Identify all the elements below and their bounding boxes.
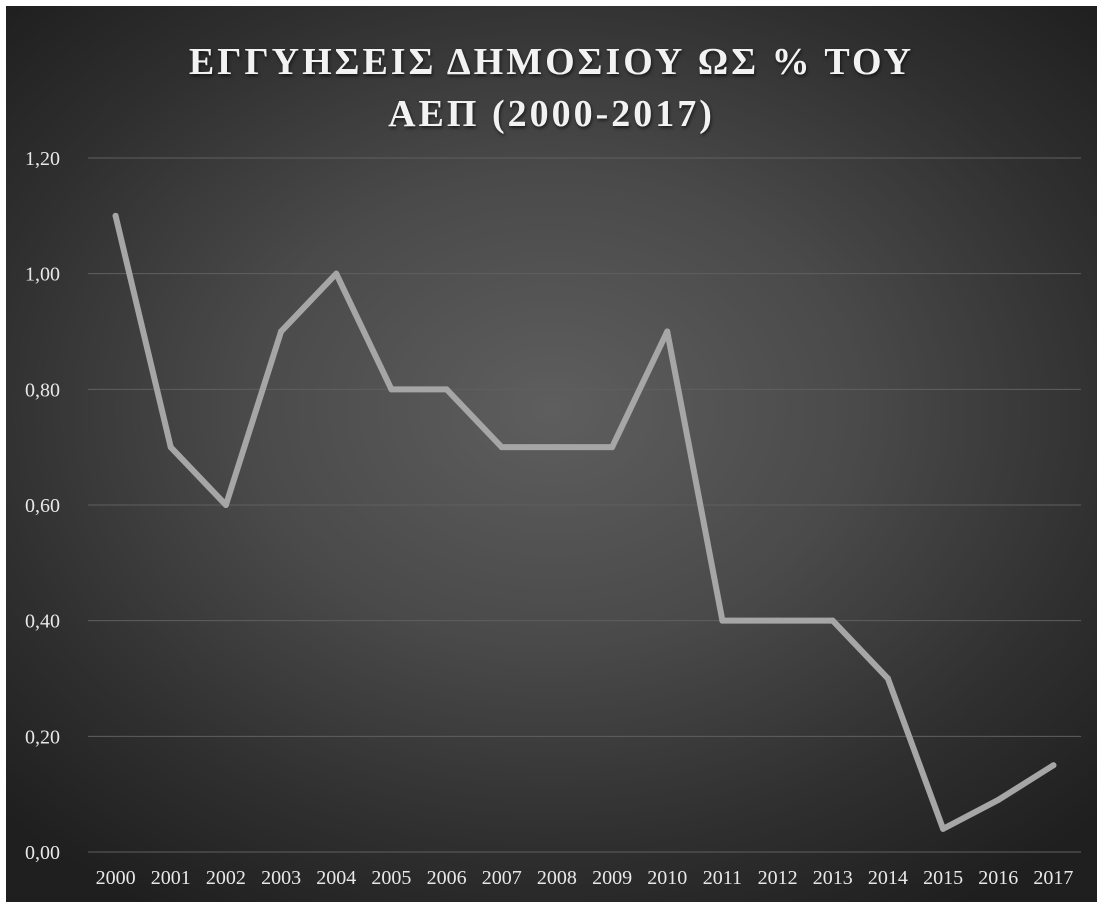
x-tick-label: 2017: [1033, 867, 1073, 889]
data-point: [995, 796, 1002, 803]
data-point: [498, 444, 505, 451]
data-point: [774, 617, 781, 624]
data-point: [388, 386, 395, 393]
chart-title-line-1: ΕΓΓΥΗΣΕΙΣ ΔΗΜΟΣΙΟΥ ΩΣ % ΤΟΥ: [188, 41, 915, 83]
x-tick-label: 2014: [868, 867, 908, 889]
y-tick-label: 0,00: [25, 842, 60, 864]
data-point: [940, 825, 947, 832]
x-tick-label: 2016: [978, 867, 1018, 889]
x-tick-label: 2010: [647, 867, 687, 889]
y-tick-label: 0,60: [25, 495, 60, 517]
x-tick-label: 2004: [316, 867, 356, 889]
data-point: [609, 444, 616, 451]
y-tick-label: 1,20: [25, 148, 60, 170]
chart-title-line-2: ΑΕΠ (2000-2017): [388, 93, 715, 135]
data-point: [278, 328, 285, 335]
data-point: [443, 386, 450, 393]
data-point: [222, 502, 229, 508]
x-tick-label: 2012: [758, 867, 798, 889]
x-tick-label: 2008: [537, 867, 577, 889]
chart-title: ΕΓΓΥΗΣΕΙΣ ΔΗΜΟΣΙΟΥ ΩΣ % ΤΟΥ ΑΕΠ (2000-20…: [6, 36, 1097, 140]
data-point: [664, 328, 671, 335]
data-point: [333, 270, 340, 277]
data-point: [1050, 762, 1057, 769]
data-point: [829, 617, 836, 624]
data-point: [884, 675, 891, 682]
data-point: [112, 212, 119, 219]
line-chart: 0,00 0,20 0,40 0,60 0,80 1,00 1,20 2000 2001 2002…: [25, 148, 1081, 889]
y-tick-label: 0,20: [25, 726, 60, 748]
x-tick-label: 2005: [371, 867, 411, 889]
y-tick-label: 0,40: [25, 611, 60, 633]
data-point: [553, 444, 560, 451]
chart-area: ΕΓΓΥΗΣΕΙΣ ΔΗΜΟΣΙΟΥ ΩΣ % ΤΟΥ ΑΕΠ (2000-20…: [6, 6, 1097, 902]
x-tick-label: 2006: [427, 867, 467, 889]
x-tick-label: 2001: [151, 867, 191, 889]
x-tick-label: 2015: [923, 867, 963, 889]
y-tick-label: 1,00: [25, 264, 60, 286]
data-point: [719, 617, 726, 624]
x-tick-label: 2002: [206, 867, 246, 889]
data-point: [167, 444, 174, 451]
x-tick-label: 2009: [592, 867, 632, 889]
series-line: [112, 212, 1057, 832]
x-tick-label: 2007: [482, 867, 522, 889]
x-tick-label: 2000: [96, 867, 136, 889]
x-tick-label: 2011: [703, 867, 742, 889]
y-tick-label: 0,80: [25, 379, 60, 401]
x-tick-label: 2013: [813, 867, 853, 889]
x-tick-label: 2003: [261, 867, 301, 889]
